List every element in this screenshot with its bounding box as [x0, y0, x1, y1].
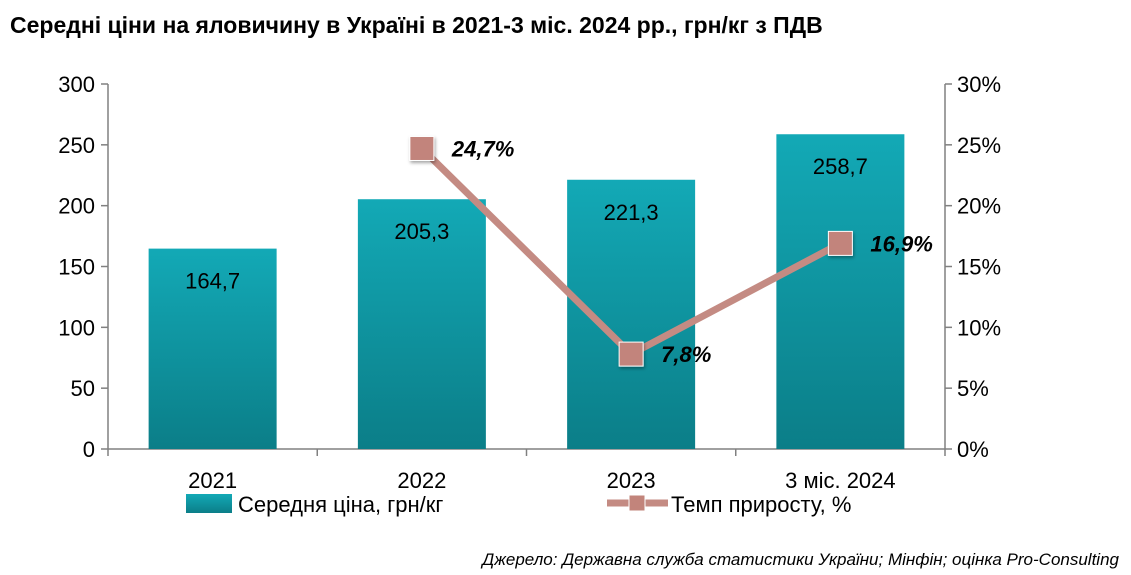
legend-label-bar: Середня ціна, грн/кг [238, 492, 443, 517]
bar-value-label: 221,3 [604, 200, 659, 225]
bar [776, 134, 905, 449]
bar [357, 199, 486, 449]
y-left-tick-label: 200 [58, 194, 95, 219]
y-left-tick-label: 300 [58, 72, 95, 97]
y-left-tick-label: 100 [58, 315, 95, 340]
legend: Середня ціна, грн/кг Темп приросту, % [186, 492, 851, 517]
y-right-tick-label: 30% [957, 72, 1001, 97]
y-right-tick-label: 20% [957, 194, 1001, 219]
bar-value-label: 258,7 [813, 154, 868, 179]
bar-labels-group: 164,7 205,3 221,3 258,7 [185, 154, 868, 293]
bar [148, 248, 277, 449]
y-right-tick-label: 15% [957, 255, 1001, 280]
growth-value-label: 24,7% [451, 136, 514, 161]
growth-value-label: 7,8% [661, 342, 711, 367]
growth-marker [618, 341, 644, 367]
y-left-tick-label: 250 [58, 133, 95, 158]
bar-value-label: 164,7 [185, 269, 240, 294]
bars-group [148, 134, 905, 450]
y-right-tick-label: 10% [957, 315, 1001, 340]
y-right-tick-label: 25% [957, 133, 1001, 158]
x-tick-label: 3 міс. 2024 [785, 468, 896, 493]
y-left-tick-label: 150 [58, 255, 95, 280]
y-left-tick-label: 50 [71, 376, 95, 401]
growth-marker [827, 230, 853, 256]
legend-label-line: Темп приросту, % [671, 492, 851, 517]
x-tick-label: 2023 [607, 468, 656, 493]
chart-title: Середні ціни на яловичину в Україні в 20… [10, 12, 823, 38]
legend-swatch-bar [186, 494, 232, 513]
x-tick-label: 2021 [188, 468, 237, 493]
growth-marker [409, 135, 435, 161]
y-left-tick-label: 0 [83, 437, 95, 462]
growth-line-group: 24,7% 7,8% 16,9% [409, 135, 933, 367]
y-right-tick-label: 0% [957, 437, 989, 462]
axes-group: 0 50 100 150 200 250 300 0% 5% 10% 15% 20% 25% 30% 202… [58, 72, 1001, 493]
y-right-tick-label: 5% [957, 376, 989, 401]
x-tick-label: 2022 [397, 468, 446, 493]
source-note: Джерело: Державна служба статистики Укра… [482, 550, 1119, 569]
growth-value-label: 16,9% [870, 231, 932, 256]
legend-swatch-marker [628, 494, 646, 512]
bar-value-label: 205,3 [394, 219, 449, 244]
